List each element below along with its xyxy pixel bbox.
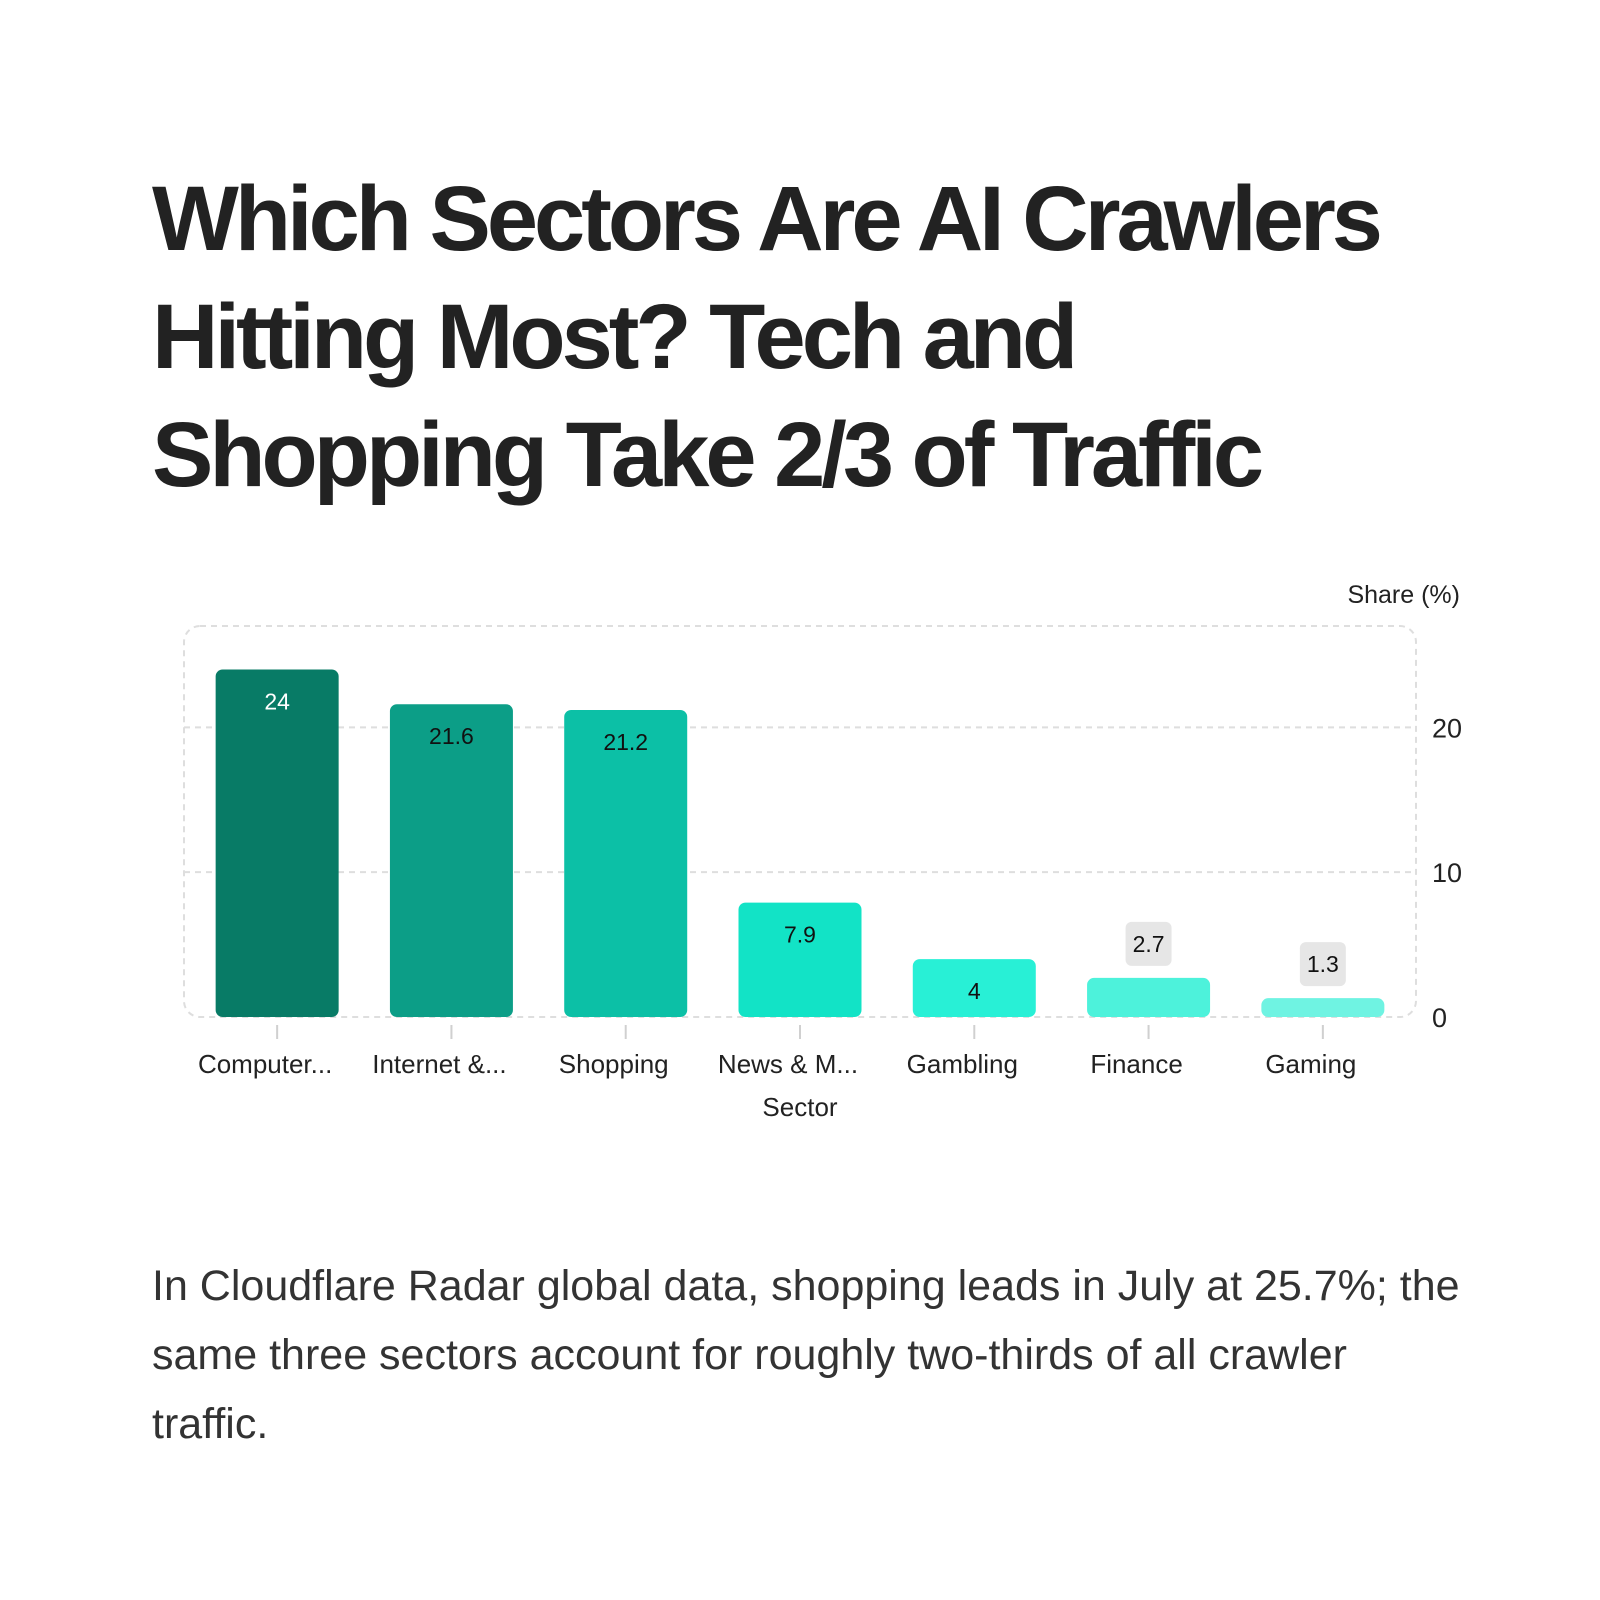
- x-tick-label: Shopping: [559, 1049, 669, 1079]
- data-label: 21.6: [429, 723, 474, 749]
- bar: [389, 704, 513, 1017]
- bar: [215, 669, 339, 1017]
- y-axis-label: Share (%): [1347, 581, 1460, 609]
- y-tick-label: 0: [1432, 1003, 1447, 1033]
- x-tick-label: News & M...: [718, 1049, 858, 1079]
- data-label: 21.2: [603, 729, 648, 755]
- axis-layer: 0 10 20 Computer... Internet &... Shopping New…: [198, 713, 1462, 1079]
- x-axis-label: Sector: [762, 1092, 837, 1122]
- grid-layer: [183, 625, 1417, 1018]
- data-label-box: [1125, 921, 1172, 966]
- y-tick-label: 10: [1432, 858, 1462, 888]
- x-tick-label: Internet &...: [372, 1049, 506, 1079]
- data-label: 1.3: [1307, 951, 1339, 977]
- data-label-box: [1299, 942, 1346, 987]
- bar: [912, 959, 1036, 1017]
- data-label: 2.7: [1133, 931, 1165, 957]
- bar: [738, 902, 862, 1017]
- data-label: 24: [264, 688, 290, 714]
- x-tick-label: Computer...: [198, 1049, 332, 1079]
- chart-title: Which Sectors Are AI Crawlers Hitting Mo…: [152, 168, 1383, 506]
- data-label: 4: [968, 978, 981, 1004]
- x-tick-label: Gambling: [907, 1049, 1018, 1079]
- data-label: 7.9: [784, 922, 816, 948]
- plot-frame: [183, 625, 1417, 1018]
- bar-layer: 24 21.6 21.2 7.9 4 2.7 1.3: [215, 669, 1385, 1017]
- chart-caption: In Cloudflare Radar global data, shoppin…: [152, 1262, 1460, 1448]
- bar: [1261, 998, 1385, 1017]
- x-tick-label: Gaming: [1265, 1049, 1356, 1079]
- bar: [1087, 977, 1211, 1017]
- y-tick-label: 20: [1432, 713, 1462, 743]
- x-tick-label: Finance: [1090, 1049, 1183, 1079]
- bar: [564, 709, 688, 1017]
